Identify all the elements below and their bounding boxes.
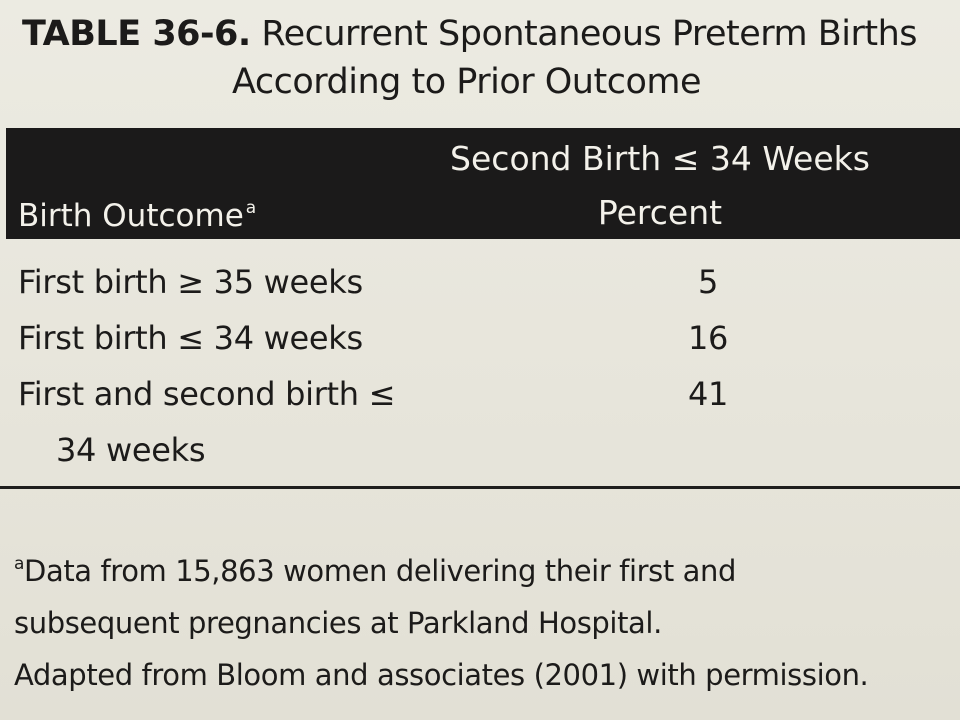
table-row: First and second birth ≤ 34 weeks 41 — [18, 366, 948, 478]
row-percent: 5 — [697, 263, 719, 301]
column-header-second-birth-text: Second Birth ≤ 34 Weeks — [450, 139, 870, 178]
footnote-source: Adapted from Bloom and associates (2001)… — [14, 658, 869, 692]
table-footnote: aData from 15,863 women delivering their… — [14, 538, 954, 701]
footnote-marker: a — [245, 198, 257, 218]
column-header-percent: Percent — [597, 193, 723, 232]
table-title: TABLE 36-6. Recurrent Spontaneous Preter… — [22, 10, 942, 106]
row-outcome: First birth ≤ 34 weeks — [18, 319, 363, 357]
column-header-birth-outcome: Birth Outcome a — [18, 188, 256, 236]
row-percent: 16 — [687, 319, 729, 357]
row-outcome: First and second birth ≤ 34 weeks — [18, 366, 438, 478]
row-percent: 41 — [687, 375, 729, 413]
table-bottom-rule — [0, 486, 960, 489]
table-header: Birth Outcome a Second Birth ≤ 34 Weeks P… — [6, 128, 960, 239]
row-outcome: First birth ≥ 35 weeks — [18, 263, 363, 301]
table-number-label: TABLE 36-6. — [22, 14, 251, 54]
row-outcome-line2: 34 weeks — [56, 431, 206, 469]
footnote-text-line1: Data from 15,863 women delivering their … — [24, 554, 737, 588]
footnote-line1: aData from 15,863 women delivering their… — [14, 538, 954, 597]
column-header-second-birth: Second Birth ≤ 34 Weeks Percent — [446, 132, 960, 240]
table-row: First birth ≥ 35 weeks 5 — [18, 254, 948, 310]
column-header-birth-outcome-text: Birth Outcome — [18, 198, 244, 234]
row-outcome-line1: First and second birth ≤ — [18, 375, 396, 413]
table-title-line1: Recurrent Spontaneous Preterm Births — [261, 14, 918, 54]
table-row: First birth ≤ 34 weeks 16 — [18, 310, 948, 366]
table-title-line2: According to Prior Outcome — [232, 62, 702, 102]
footnote-line2: subsequent pregnancies at Parkland Hospi… — [14, 606, 662, 640]
table-body: First birth ≥ 35 weeks 5 First birth ≤ 3… — [18, 254, 948, 478]
footnote-marker-note: a — [14, 554, 25, 574]
